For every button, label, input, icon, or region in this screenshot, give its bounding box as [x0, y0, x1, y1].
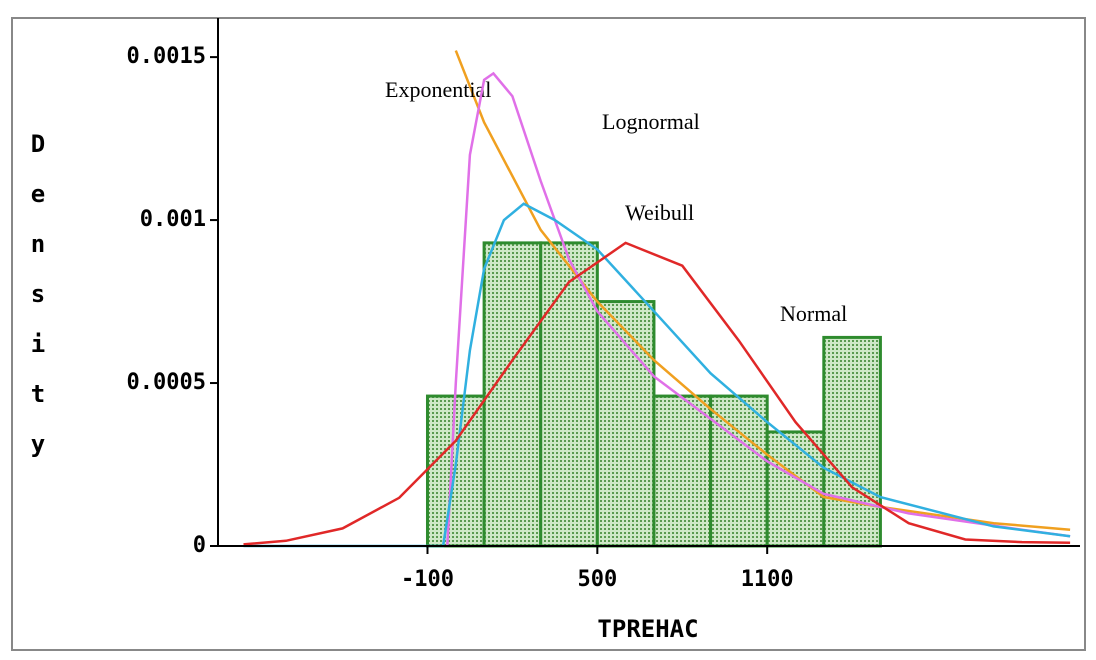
curve-label: Lognormal [602, 109, 700, 134]
y-tick-label: 0.001 [140, 207, 206, 232]
curve [243, 202, 1071, 548]
bar [652, 394, 713, 548]
bar [822, 335, 882, 548]
x-axis-label: TPREHAC [597, 615, 698, 643]
bar [482, 241, 543, 548]
curve [446, 71, 1071, 547]
x-tick-label: 1100 [741, 567, 794, 592]
y-tick-label: 0.0015 [127, 44, 206, 69]
x-tick-label: -100 [401, 567, 454, 592]
bar [539, 241, 599, 548]
bar [595, 300, 656, 548]
curve [243, 241, 1071, 546]
curve [454, 50, 1071, 531]
x-tick-label: 500 [577, 567, 617, 592]
y-tick-label: 0 [193, 533, 206, 558]
curve-label: Weibull [625, 200, 694, 225]
curve-label: Exponential [385, 77, 491, 102]
bar [709, 394, 769, 548]
curve-label: Normal [780, 301, 847, 326]
y-tick-label: 0.0005 [127, 370, 206, 395]
frame [11, 17, 1086, 651]
